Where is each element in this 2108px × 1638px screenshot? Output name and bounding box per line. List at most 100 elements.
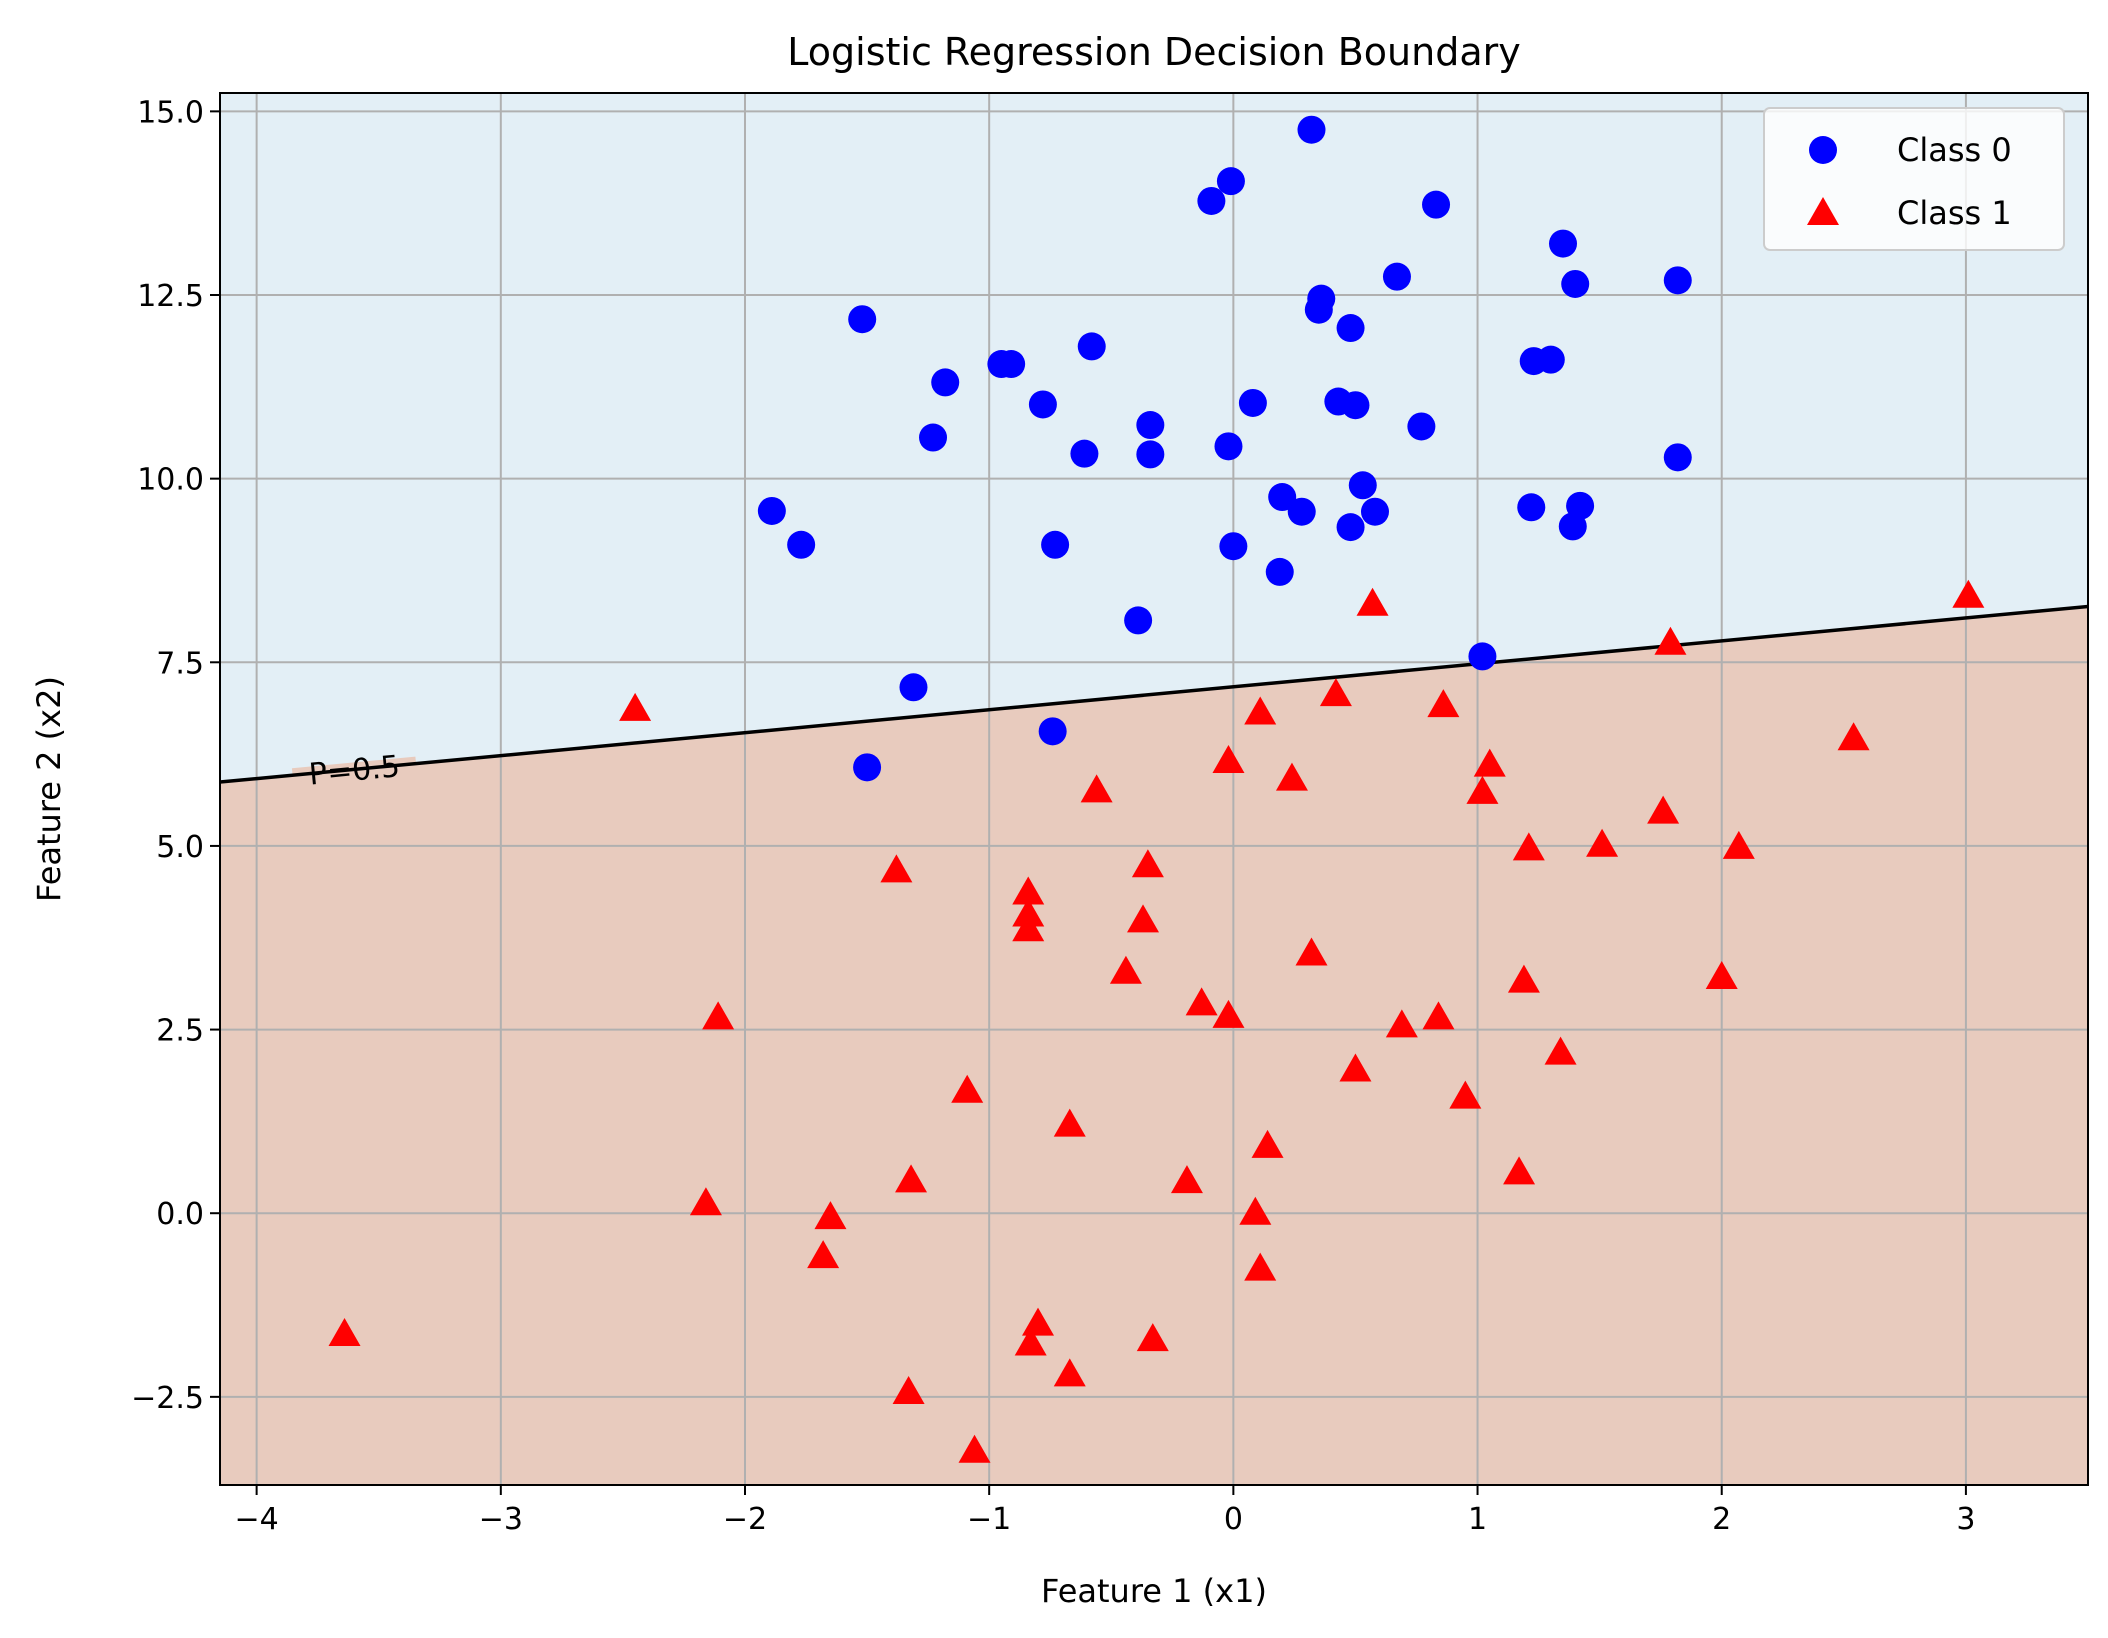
class-1-point [1466,775,1499,804]
class-0-point [1536,345,1565,374]
x-tick-label: −3 [479,1502,523,1537]
class-1-point [1053,1108,1086,1137]
plot-frame [219,92,2089,1486]
class-0-point [1070,439,1099,468]
class-1-region [220,606,2088,1485]
class-1-point [1356,587,1389,616]
class-0-point [1663,266,1692,295]
class-0-point [1336,314,1365,343]
class-0-point [931,368,960,397]
class-1-point [1512,832,1545,861]
class-0-point [997,350,1026,379]
y-axis-ticks: −2.5 0.0 2.5 5.0 7.5 10.0 12.5 15.0 [131,95,220,1416]
class-1-point [1705,960,1738,989]
class-1-point [1837,722,1870,751]
class-1-point [1952,579,1985,608]
class-1-point [951,1074,984,1103]
class-0-point [1287,497,1316,526]
class-0-point [1517,493,1546,522]
x-axis-label: Feature 1 (x1) [1041,1572,1267,1610]
y-tick-label: 7.5 [156,646,204,681]
class-1-point [619,692,652,721]
class-1-point [1507,964,1540,993]
class-1-point [1022,1307,1055,1336]
class-1-point [1647,795,1680,824]
class-0-point [1360,497,1389,526]
class-1-point [1654,626,1687,655]
class-1-point [1244,696,1277,725]
class-0-point [1219,532,1248,561]
class-0-point [1136,440,1165,469]
class-1-point [1014,1327,1047,1356]
x-tick-label: −2 [723,1502,767,1537]
legend-box [1763,107,2065,251]
grid-lines [220,93,2088,1485]
class-0-point [1214,432,1243,461]
class-1-point [1239,1196,1272,1225]
class-1-point [1212,999,1245,1028]
class-1-point [1109,955,1142,984]
legend-marker-class-0 [1809,136,1837,164]
class-0-point [1663,443,1692,472]
class-1-point [1012,876,1045,905]
class-0-point [1136,411,1165,440]
legend-marker-class-1 [1807,197,1839,225]
y-tick-label: −2.5 [131,1381,204,1416]
y-tick-label: 0.0 [156,1197,204,1232]
class-0-point [1558,512,1587,541]
x-tick-label: −1 [967,1502,1011,1537]
class-1-point [1295,937,1328,966]
class-1-point [807,1240,840,1269]
class-1-point [1544,1036,1577,1065]
class-0-point [1028,390,1057,419]
class-1-point [1251,1129,1284,1158]
y-tick-label: 10.0 [137,463,204,498]
class-1-point [1185,987,1218,1016]
data-points [328,115,1985,1463]
chart-title: Logistic Regression Decision Boundary [787,30,1520,74]
class-0-point [1265,557,1294,586]
boundary-label: P=0.5 [308,749,402,792]
class-1-point [892,1375,925,1404]
x-tick-label: 2 [1712,1502,1731,1537]
class-0-point [1422,190,1451,219]
class-0-point [1041,530,1070,559]
class-1-point [1422,1001,1455,1030]
class-0-point [1197,186,1226,215]
class-1-point [1212,744,1245,773]
class-1-point [328,1317,361,1346]
x-tick-label: 3 [1956,1502,1975,1537]
class-1-point [1012,898,1045,927]
class-1-point [702,1001,735,1030]
legend-label-class-1: Class 1 [1897,194,2012,232]
y-tick-label: 2.5 [156,1014,204,1049]
y-tick-label: 12.5 [137,279,204,314]
class-0-point [1382,262,1411,291]
class-1-point [1503,1156,1536,1185]
class-1-point [1244,1252,1277,1281]
class-1-point [1473,748,1506,777]
class-1-point [895,1164,928,1193]
class-0-point [1336,513,1365,542]
class-0-point [1407,412,1436,441]
class-0-point [1268,483,1297,512]
class-0-point [787,530,816,559]
y-axis-label: Feature 2 (x2) [30,676,68,902]
class-1-point [1131,849,1164,878]
legend-label-class-0: Class 0 [1897,131,2012,169]
class-1-point [1170,1165,1203,1194]
class-0-point [899,673,928,702]
class-0-point [1238,388,1267,417]
x-tick-label: 1 [1468,1502,1487,1537]
class-0-point [1216,167,1245,196]
class-1-point [1427,689,1460,718]
class-0-point [1341,391,1370,420]
x-axis-ticks: −4 −3 −2 −1 0 1 2 3 [235,1485,1975,1537]
class-1-point [1586,828,1619,857]
class-0-point [1077,332,1106,361]
class-1-point [814,1201,847,1230]
class-0-point [1561,269,1590,298]
class-0-point [1348,471,1377,500]
class-1-point [1127,904,1160,933]
